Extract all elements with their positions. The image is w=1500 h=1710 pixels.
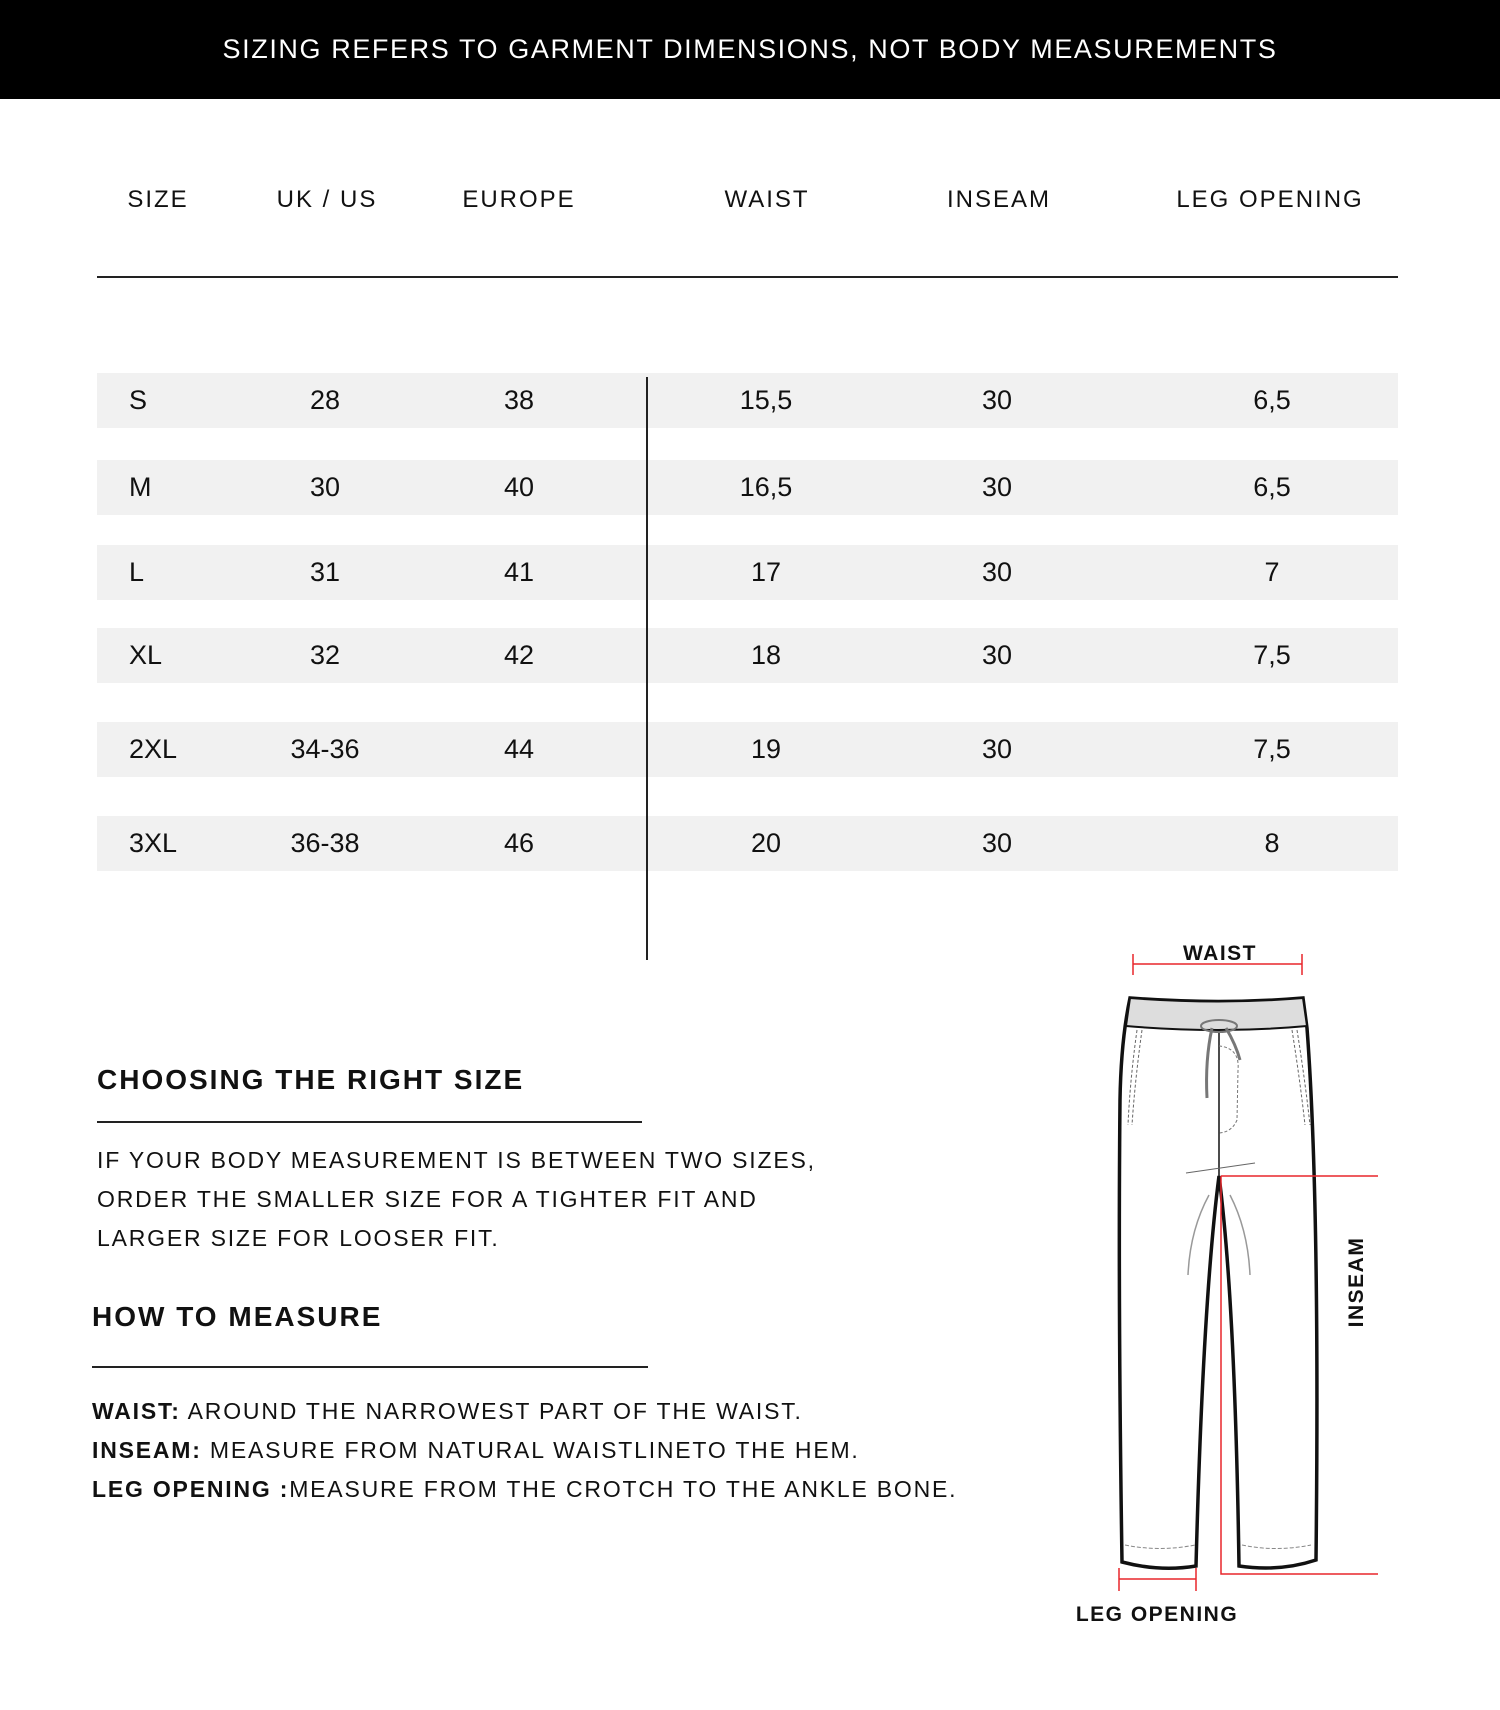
table-cell: 7,5	[1253, 734, 1291, 764]
inseam-label: INSEAM	[1345, 1236, 1368, 1328]
pants-illustration	[1117, 996, 1319, 1570]
header-leg-opening: LEG OPENING	[1176, 186, 1364, 213]
choosing-line: LARGER SIZE FOR LOOSER FIT.	[97, 1225, 500, 1251]
table-cell: 7,5	[1253, 640, 1291, 670]
choosing-title: CHOOSING THE RIGHT SIZE	[97, 1064, 525, 1095]
measure-waist: WAIST: AROUND THE NARROWEST PART OF THE …	[92, 1398, 803, 1424]
table-cell: 34-36	[290, 734, 360, 764]
inseam-measure-line	[1220, 1175, 1378, 1575]
table-cell: 30	[981, 734, 1013, 764]
header-divider	[97, 276, 1398, 278]
banner-text: SIZING REFERS TO GARMENT DIMENSIONS, NOT…	[222, 34, 1278, 64]
table-cell: M	[129, 472, 152, 502]
table-cell: 36-38	[290, 828, 360, 858]
choosing-divider	[97, 1121, 642, 1123]
table-cell: 15,5	[739, 385, 793, 415]
header-uk-us: UK / US	[276, 186, 378, 213]
choosing-line: ORDER THE SMALLER SIZE FOR A TIGHTER FIT…	[97, 1186, 758, 1212]
measure-title: HOW TO MEASURE	[92, 1301, 383, 1332]
table-cell: 32	[309, 640, 341, 670]
table-cell: 19	[750, 734, 782, 764]
header-europe: EUROPE	[462, 186, 576, 213]
table-cell: 30	[981, 472, 1013, 502]
table-cell: 38	[503, 385, 535, 415]
table-row	[97, 816, 1398, 871]
leg-opening-label: LEG OPENING	[1075, 1603, 1239, 1626]
header-waist: WAIST	[724, 186, 810, 213]
table-cell: 31	[309, 557, 341, 587]
measure-lines	[1118, 954, 1378, 1591]
measure-divider	[92, 1366, 648, 1368]
table-cell: 30	[309, 472, 341, 502]
table-cell: 30	[981, 557, 1013, 587]
table-cell: 40	[503, 472, 535, 502]
banner: SIZING REFERS TO GARMENT DIMENSIONS, NOT…	[0, 0, 1500, 99]
column-divider	[646, 377, 648, 960]
table-cell: 3XL	[129, 828, 178, 858]
table-cell: L	[129, 557, 145, 587]
header-size: SIZE	[127, 186, 189, 213]
table-cell: 17	[750, 557, 782, 587]
table-cell: 16,5	[739, 472, 793, 502]
waist-measure-line	[1132, 954, 1303, 975]
waist-label: WAIST	[1183, 942, 1257, 965]
table-cell: 7	[1264, 557, 1280, 587]
measure-inseam: INSEAM: MEASURE FROM NATURAL WAISTLINETO…	[92, 1437, 860, 1463]
table-cell: XL	[129, 640, 163, 670]
table-cell: 42	[503, 640, 535, 670]
table-cell: 6,5	[1253, 385, 1291, 415]
table-cell: 20	[750, 828, 782, 858]
table-cell: 18	[750, 640, 782, 670]
table-row	[97, 628, 1398, 683]
measure-term: WAIST:	[92, 1398, 181, 1424]
table-cell: 30	[981, 828, 1013, 858]
table-cell: 2XL	[129, 734, 178, 764]
header-inseam: INSEAM	[946, 186, 1052, 213]
leg-opening-measure-line	[1118, 1568, 1197, 1591]
table-cell: 30	[981, 385, 1013, 415]
choosing-line: IF YOUR BODY MEASUREMENT IS BETWEEN TWO …	[97, 1147, 816, 1173]
table-row	[97, 373, 1398, 428]
table-cell: 6,5	[1253, 472, 1291, 502]
table-row	[97, 460, 1398, 515]
table-cell: 41	[503, 557, 535, 587]
table-cell: 30	[981, 640, 1013, 670]
table-cell: 8	[1264, 828, 1280, 858]
measure-term: INSEAM:	[92, 1437, 202, 1463]
table-row	[97, 545, 1398, 600]
table-cell: 44	[503, 734, 535, 764]
table-cell: S	[129, 385, 148, 415]
table-row	[97, 722, 1398, 777]
table-cell: 46	[503, 828, 535, 858]
measure-leg-opening: LEG OPENING :MEASURE FROM THE CROTCH TO …	[92, 1476, 958, 1502]
measure-term: LEG OPENING :	[92, 1476, 290, 1502]
table-cell: 28	[309, 385, 341, 415]
